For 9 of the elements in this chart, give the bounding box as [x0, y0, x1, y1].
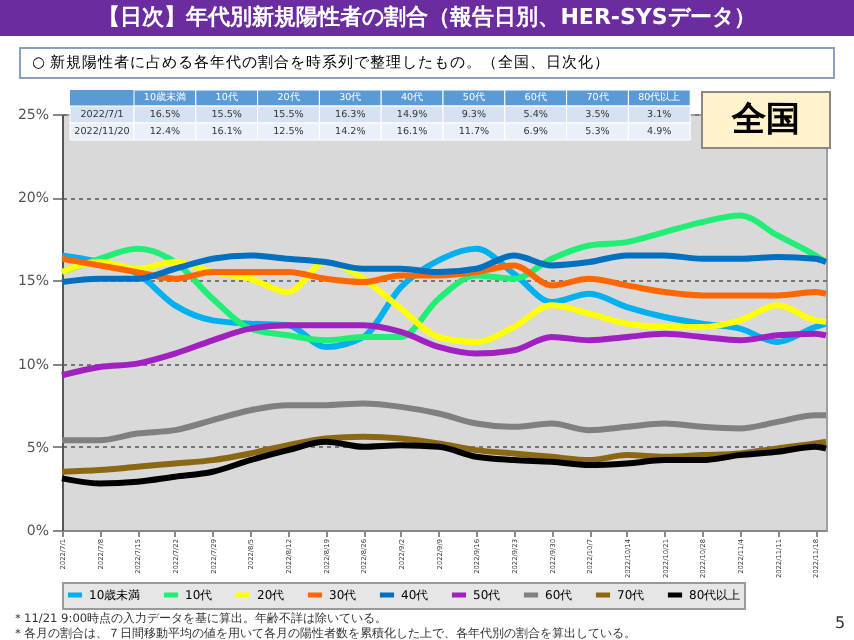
annotation: 全国	[730, 100, 800, 140]
line-series	[59, 400, 829, 444]
line-series	[59, 438, 829, 487]
line-series	[59, 255, 829, 299]
line-series	[59, 252, 829, 286]
text: 5	[834, 614, 846, 632]
line-series	[59, 433, 829, 475]
line-series	[59, 322, 829, 379]
chart-title: 【日次】年代別新規陽性者の割合（報告日別、HER-SYSデータ）	[98, 4, 756, 30]
